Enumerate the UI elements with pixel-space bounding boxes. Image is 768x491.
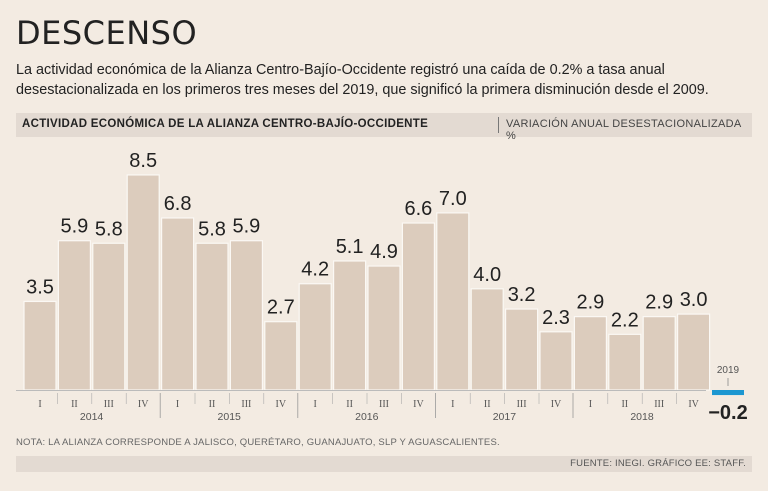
bar-2015-II (195, 242, 229, 391)
tick-label-quarter: I (38, 399, 41, 410)
tick-label-quarter: III (654, 399, 664, 410)
bar-2018-II (608, 333, 642, 391)
bar-2016-I (298, 283, 332, 391)
bar-2016-III (367, 265, 401, 391)
bar-2014-I (23, 300, 57, 391)
data-label-2014-IV: 8.5 (129, 150, 157, 172)
data-label-2017-IV: 2.3 (542, 307, 570, 329)
tick-label-quarter: II (484, 399, 491, 410)
tick-label-quarter: II (71, 399, 78, 410)
data-label-2018-III: 2.9 (645, 292, 673, 314)
chart-header-unit: VARIACIÓN ANUAL DESESTACIONALIZADA % (506, 118, 741, 142)
bar-2018-III (642, 316, 676, 391)
tick-label-quarter: IV (138, 399, 149, 410)
bar-2015-IV (264, 321, 298, 391)
tick-label-year: 2018 (630, 411, 654, 423)
tick-label-quarter: III (104, 399, 114, 410)
source-text: FUENTE: INEGI. GRÁFICO EE: STAFF. (570, 458, 746, 469)
data-label-2016-IV: 6.6 (404, 198, 432, 220)
chart-title: DESCENSO (16, 14, 198, 52)
tick-label-quarter: II (346, 399, 353, 410)
tick-label-quarter: IV (276, 399, 287, 410)
tick-label-quarter: III (517, 399, 527, 410)
tick-label-quarter: IV (551, 399, 562, 410)
data-label-2018-IV: 3.0 (680, 289, 708, 311)
data-label-2015-IV: 2.7 (267, 297, 295, 319)
bar-2015-I (161, 217, 195, 391)
bar-2018-IV (676, 313, 711, 391)
data-label-2015-III: 5.9 (232, 216, 260, 238)
chart-note: NOTA: LA ALIANZA CORRESPONDE A JALISCO, … (16, 437, 500, 448)
bar-2018-I (573, 316, 608, 391)
bar-2017-II (470, 288, 504, 391)
tick-label-quarter: I (451, 399, 454, 410)
data-label-2016-I: 4.2 (301, 259, 329, 281)
data-label-2014-I: 3.5 (26, 276, 54, 298)
bar-2016-IV (401, 222, 435, 391)
data-label-2017-I: 7.0 (439, 188, 467, 210)
tick-label-quarter: II (209, 399, 216, 410)
tick-label-year: 2014 (80, 411, 104, 423)
bar-2019-I (712, 390, 744, 396)
chart-header-bar: ACTIVIDAD ECONÓMICA DE LA ALIANZA CENTRO… (16, 113, 752, 142)
data-label-2018-II: 2.2 (611, 309, 639, 331)
data-label-2015-I: 6.8 (164, 193, 192, 215)
tick-label-year: 2019 (717, 365, 740, 376)
data-label-2016-II: 5.1 (336, 236, 364, 258)
bar-2016-II (333, 260, 367, 391)
tick-label-year: 2017 (493, 411, 517, 423)
tick-label-year: 2015 (218, 411, 242, 423)
bar-2014-III (92, 242, 126, 391)
data-label-2019-I: −0.2 (708, 402, 747, 424)
data-label-2017-III: 3.2 (508, 284, 536, 306)
bar-2014-II (57, 240, 92, 391)
tick-label-quarter: III (379, 399, 389, 410)
tick-label-quarter: I (314, 399, 317, 410)
tick-label-quarter: I (176, 399, 179, 410)
tick-label-quarter: IV (688, 399, 699, 410)
data-label-2015-II: 5.8 (198, 218, 226, 240)
chart-header-label: ACTIVIDAD ECONÓMICA DE LA ALIANZA CENTRO… (22, 118, 429, 130)
header-separator (498, 117, 499, 133)
data-label-2014-II: 5.9 (60, 216, 88, 238)
source-bar: FUENTE: INEGI. GRÁFICO EE: STAFF. (16, 456, 752, 472)
tick-label-quarter: III (241, 399, 251, 410)
data-label-2014-III: 5.8 (95, 218, 123, 240)
data-label-2017-II: 4.0 (473, 264, 501, 286)
tick-label-quarter: I (589, 399, 592, 410)
bar-2017-IV (539, 331, 573, 391)
data-label-2018-I: 2.9 (576, 292, 604, 314)
bar-2017-I (436, 212, 470, 391)
tick-label-quarter: II (621, 399, 628, 410)
bar-2014-IV (126, 174, 160, 391)
data-label-2016-III: 4.9 (370, 241, 398, 263)
tick-label-quarter: IV (413, 399, 424, 410)
tick-label-year: 2016 (355, 411, 379, 423)
bar-2015-III (229, 240, 263, 391)
bar-2017-III (505, 308, 539, 391)
chart-subtitle: La actividad económica de la Alianza Cen… (16, 62, 709, 98)
